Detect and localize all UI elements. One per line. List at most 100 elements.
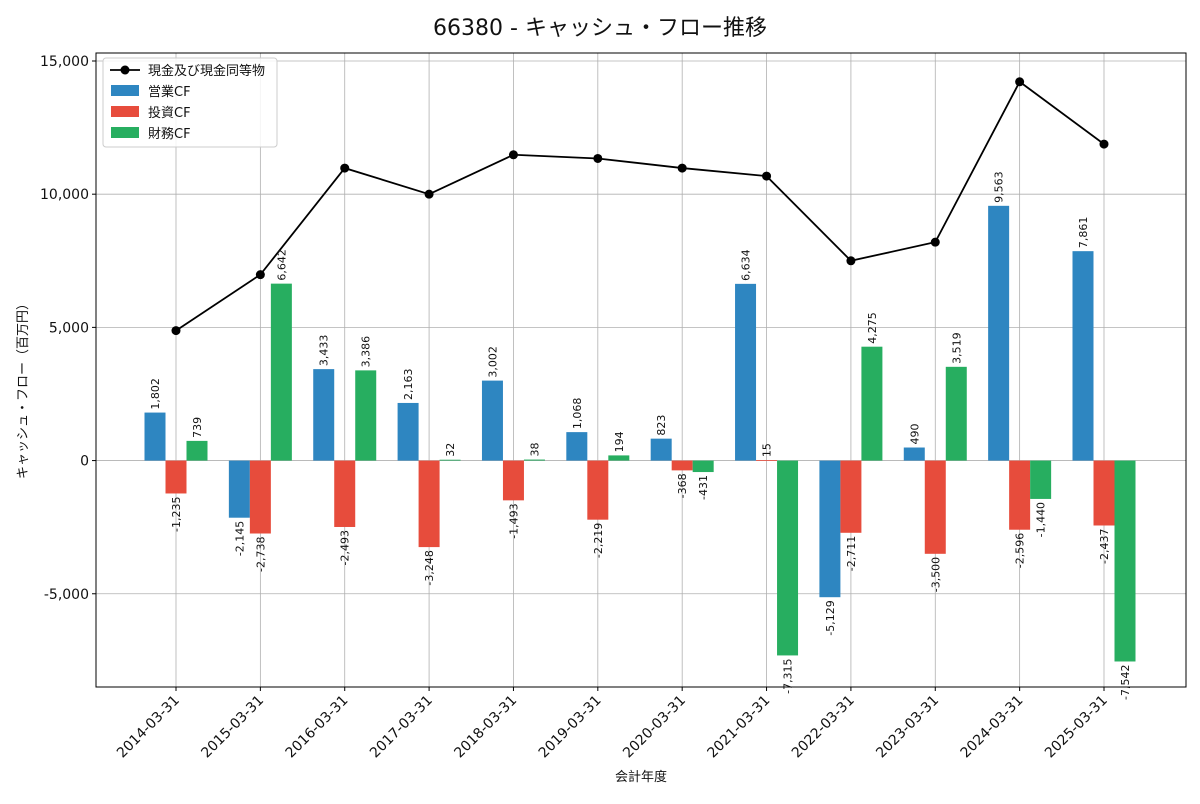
grid-layer (96, 53, 1186, 687)
bar-financing (270, 283, 292, 461)
y-tick-label: 5,000 (49, 320, 89, 336)
data-label: -1,235 (170, 496, 183, 531)
data-label: 739 (191, 417, 204, 438)
legend-bar-swatch (111, 127, 139, 138)
data-label: -2,711 (845, 536, 858, 571)
x-axis-label: 会計年度 (615, 769, 667, 785)
data-label: -431 (697, 475, 710, 500)
x-tick-label: 2019-03-31 (536, 693, 605, 762)
legend-box (102, 57, 278, 148)
legend-label: 投資CF (148, 105, 191, 121)
data-label: 38 (528, 443, 541, 457)
cash-point (846, 256, 856, 266)
data-label: -2,219 (592, 523, 605, 558)
bar-investing (165, 460, 187, 494)
cash-point (1099, 139, 1109, 149)
data-label: 1,802 (149, 378, 162, 410)
x-tick-label: 2020-03-31 (620, 693, 689, 762)
bar-investing (418, 460, 440, 548)
cash-point (930, 237, 940, 247)
bar-operating (481, 380, 503, 461)
bar-investing (502, 460, 524, 501)
bar-operating (1072, 251, 1094, 461)
bar-operating (650, 438, 672, 461)
data-label: -3,500 (929, 557, 942, 592)
bar-operating (313, 369, 335, 461)
data-label: -1,493 (507, 503, 520, 538)
data-label: 3,386 (360, 336, 373, 368)
x-tick-label: 2023-03-31 (873, 693, 942, 762)
data-label: 6,634 (740, 249, 753, 281)
x-tick-label: 2021-03-31 (705, 693, 774, 762)
cash-point (677, 163, 687, 173)
legend-bar-swatch (111, 85, 139, 96)
data-label: -5,129 (824, 600, 837, 635)
cash-point (255, 270, 265, 280)
bar-financing (945, 366, 967, 461)
data-label: 3,519 (950, 332, 963, 364)
bar-investing (1009, 460, 1031, 530)
legend-bar-swatch (111, 106, 139, 117)
cash-point (171, 326, 181, 336)
x-tick-label: 2014-03-31 (114, 693, 183, 762)
data-label: -7,542 (1119, 664, 1132, 699)
x-tick-label: 2024-03-31 (958, 693, 1027, 762)
y-tick-label: 15,000 (40, 54, 89, 70)
data-label: 15 (761, 443, 774, 457)
data-label: 32 (444, 443, 457, 457)
data-label: 4,275 (866, 312, 879, 344)
data-label: 9,563 (993, 171, 1006, 203)
x-tick-label: 2015-03-31 (198, 693, 267, 762)
bar-investing (334, 460, 356, 527)
bar-operating (228, 460, 250, 518)
data-label: -368 (676, 473, 689, 498)
data-label: -2,145 (233, 521, 246, 556)
bar-layer (144, 205, 1136, 662)
bar-financing (608, 455, 630, 461)
data-label: -2,437 (1098, 528, 1111, 563)
bar-financing (1030, 460, 1052, 499)
data-label: -7,315 (782, 658, 795, 693)
data-label: 1,068 (571, 398, 584, 430)
x-tick-label: 2025-03-31 (1042, 693, 1111, 762)
bar-financing (355, 370, 377, 461)
data-label: 7,861 (1077, 217, 1090, 249)
data-label: 490 (908, 424, 921, 445)
bar-investing (1093, 460, 1115, 526)
data-label: -2,493 (339, 530, 352, 565)
cash-line (175, 80, 1105, 332)
bar-investing (840, 460, 862, 533)
cash-point (340, 163, 350, 173)
data-label: 3,002 (486, 346, 499, 378)
plot-frame (95, 52, 1187, 688)
bar-financing (439, 459, 461, 461)
bar-operating (903, 447, 925, 461)
line-layer (171, 77, 1109, 336)
bar-investing (249, 460, 271, 534)
data-label: 3,433 (318, 335, 331, 367)
cash-point (1015, 77, 1025, 87)
cash-point (508, 150, 518, 160)
bar-investing (671, 460, 693, 471)
bar-investing (587, 460, 609, 520)
y-tick-label: 0 (80, 454, 89, 470)
x-tick-label: 2017-03-31 (367, 693, 436, 762)
bar-financing (777, 460, 799, 656)
y-axis-label: キャッシュ・フロー（百万円） (16, 297, 31, 479)
data-label: -3,248 (423, 550, 436, 585)
data-label: -1,440 (1035, 502, 1048, 537)
bar-operating (144, 412, 166, 461)
legend-marker-swatch (120, 65, 130, 75)
cash-point (593, 153, 603, 163)
data-label: 6,642 (275, 249, 288, 281)
bar-financing (1114, 460, 1136, 662)
bar-operating (566, 432, 588, 461)
bar-financing (186, 440, 208, 461)
bar-financing (692, 460, 714, 473)
data-label: 194 (613, 431, 626, 452)
bar-financing (523, 459, 545, 461)
legend-label: 財務CF (148, 127, 191, 142)
